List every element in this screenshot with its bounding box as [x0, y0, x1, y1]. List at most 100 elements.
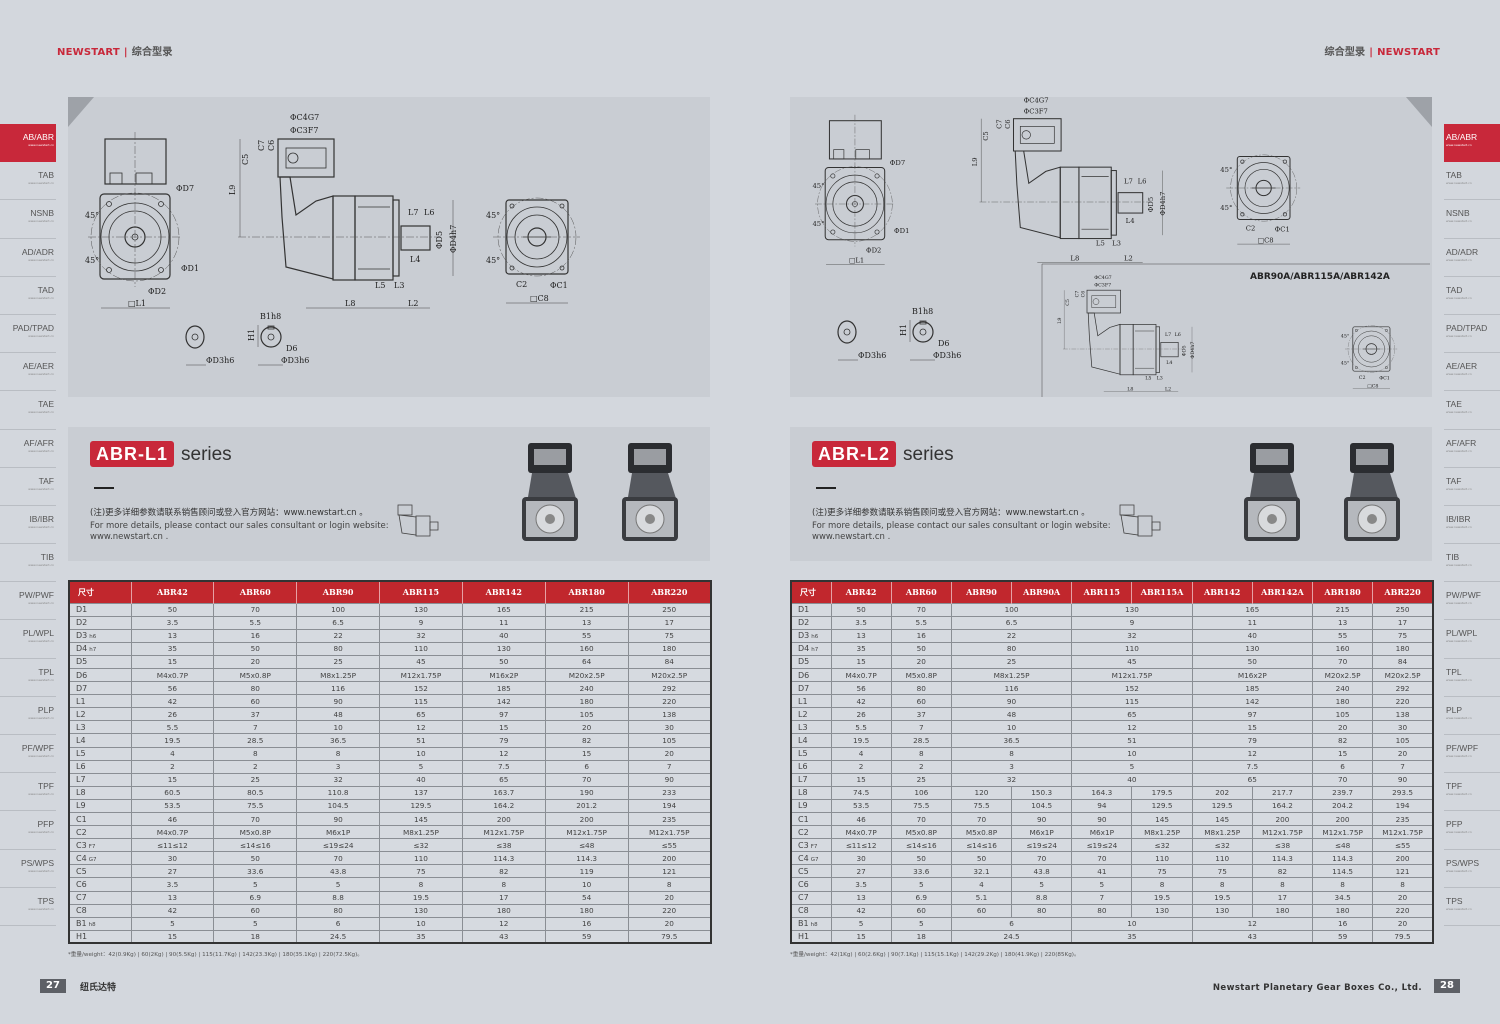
sidebar-tab[interactable]: AD/ADR www.newstart.cn	[1444, 239, 1500, 277]
table-cell: 200	[544, 811, 629, 827]
sidebar-tab[interactable]: AF/AFR www.newstart.cn	[1444, 430, 1500, 468]
sidebar-tab[interactable]: TAF www.newstart.cn	[0, 468, 56, 506]
sidebar-tab[interactable]: PW/PWF www.newstart.cn	[0, 582, 56, 621]
table-cell: 22	[950, 628, 1073, 643]
dimension-drawing: ABR90A/ABR115A/ABR142A ΦD7 45° 45° ΦD1 Φ…	[812, 97, 1432, 397]
table-cell: 2	[830, 759, 892, 774]
front-view-drawing: ΦD7 45° 45° ΦD1 ΦD2 □L1	[85, 132, 199, 309]
table-cell: 8	[1191, 877, 1253, 892]
sidebar-tab[interactable]: AB/ABR www.newstart.cn	[0, 124, 56, 163]
sidebar-tab[interactable]: PS/WPS www.newstart.cn	[1444, 850, 1500, 888]
tab-label: TAD	[1446, 284, 1463, 295]
table-cell: 70	[544, 772, 629, 787]
row-label: B1 h8	[790, 916, 832, 931]
table-cell: 55	[1311, 628, 1374, 643]
tab-url: www.newstart.cn	[1446, 715, 1472, 720]
table-cell: M12x1.75P	[1372, 825, 1434, 840]
table-cell: 9	[1071, 615, 1193, 630]
table-cell: 3	[950, 759, 1073, 774]
sidebar-tab[interactable]: PFP www.newstart.cn	[1444, 811, 1500, 850]
table-cell: 104.5	[296, 798, 381, 814]
sidebar-tab[interactable]: AD/ADR www.newstart.cn	[0, 239, 56, 277]
label-l1: □L1	[128, 299, 146, 308]
table-row: L4 19.5 28.5 36.5 51 79 82 105	[68, 733, 712, 748]
table-cell: 180	[461, 903, 546, 918]
sidebar-tab[interactable]: TAD www.newstart.cn	[1444, 277, 1500, 315]
label-l4: L4	[1166, 360, 1172, 366]
sidebar-tab[interactable]: TPF www.newstart.cn	[0, 773, 56, 812]
table-cell: 32	[1071, 628, 1193, 643]
row-label: D6	[790, 667, 832, 683]
sidebar-tab[interactable]: TPS www.newstart.cn	[0, 888, 56, 926]
sidebar-tab[interactable]: IB/IBR www.newstart.cn	[0, 506, 56, 545]
sidebar-tab[interactable]: TAB www.newstart.cn	[1444, 162, 1500, 201]
sidebar-tab[interactable]: PL/WPL www.newstart.cn	[1444, 620, 1500, 659]
row-label-text: C3	[798, 840, 809, 850]
table-row: H1 15 18 24.5 35 43 59 79.5	[790, 929, 1434, 944]
sidebar-tab[interactable]: TAE www.newstart.cn	[1444, 391, 1500, 430]
sidebar-tab[interactable]: AE/AER www.newstart.cn	[0, 353, 56, 392]
label-d2: ΦD2	[866, 246, 881, 254]
sidebar-tab[interactable]: TAD www.newstart.cn	[0, 277, 56, 315]
table-cell: 12	[1191, 916, 1314, 931]
row-label: L6	[68, 759, 132, 774]
sidebar-tab[interactable]: PF/WPF www.newstart.cn	[1444, 735, 1500, 774]
catalog-title: 综合型录	[1324, 47, 1366, 58]
table-cell: 204.2	[1311, 798, 1374, 814]
sidebar-tab[interactable]: TPL www.newstart.cn	[1444, 659, 1500, 697]
sidebar-tab[interactable]: NSNB www.newstart.cn	[0, 200, 56, 239]
table-cell: 8	[890, 746, 952, 761]
sidebar-tab[interactable]: AF/AFR www.newstart.cn	[0, 430, 56, 468]
sidebar-tab[interactable]: TPL www.newstart.cn	[0, 659, 56, 697]
sidebar-tab[interactable]: PFP www.newstart.cn	[0, 811, 56, 850]
sidebar-tab[interactable]: TIB www.newstart.cn	[0, 544, 56, 583]
table-cell: 116	[950, 681, 1073, 696]
sidebar-tab[interactable]: IB/IBR www.newstart.cn	[1444, 506, 1500, 545]
tab-url: www.newstart.cn	[28, 333, 54, 338]
sidebar-tab[interactable]: PLP www.newstart.cn	[0, 697, 56, 735]
sidebar-tab[interactable]: PLP www.newstart.cn	[1444, 697, 1500, 735]
column-header: ABR115A	[1131, 581, 1193, 603]
tab-label: TIB	[1446, 552, 1460, 563]
row-label-text: C5	[76, 866, 87, 876]
table-cell: M12x1.75P	[1251, 825, 1314, 840]
label-c4: ΦC4G7	[1094, 275, 1112, 281]
sidebar-tab[interactable]: TIB www.newstart.cn	[1444, 544, 1500, 583]
table-row: C5 27 33.6 43.8 75 82 119 121	[68, 864, 712, 879]
table-cell: 20	[627, 746, 712, 761]
table-cell: 7	[890, 720, 952, 735]
table-cell: M12x1.75P	[461, 825, 546, 840]
table-cell: 220	[1372, 903, 1434, 918]
sidebar-tab[interactable]: TAB www.newstart.cn	[0, 162, 56, 201]
table-cell: 70	[1071, 851, 1133, 866]
table-cell: 70	[213, 602, 298, 617]
label-l2: L2	[408, 299, 418, 308]
table-cell: 60	[890, 903, 952, 918]
label-l1: □L1	[849, 257, 864, 265]
table-cell: 6	[950, 916, 1073, 931]
table-cell: ≤38	[1251, 838, 1314, 853]
sidebar-tab[interactable]: PAD/TPAD www.newstart.cn	[1444, 315, 1500, 354]
sidebar-tab[interactable]: PS/WPS www.newstart.cn	[0, 850, 56, 888]
sidebar-tab[interactable]: TPF www.newstart.cn	[1444, 773, 1500, 812]
table-cell: 15	[830, 929, 892, 944]
table-cell: M5x0.8P	[890, 825, 952, 840]
table-cell: 80	[296, 903, 381, 918]
sidebar-tab[interactable]: PF/WPF www.newstart.cn	[0, 735, 56, 774]
sidebar-tab[interactable]: AE/AER www.newstart.cn	[1444, 353, 1500, 392]
sidebar-tab[interactable]: PW/PWF www.newstart.cn	[1444, 582, 1500, 621]
sidebar-tab[interactable]: TPS www.newstart.cn	[1444, 888, 1500, 926]
row-label-text: D6	[76, 670, 88, 680]
row-label: D1	[68, 602, 132, 617]
sidebar-tab[interactable]: AB/ABR www.newstart.cn	[1444, 124, 1500, 163]
tab-url: www.newstart.cn	[28, 563, 54, 568]
table-cell: 10	[950, 720, 1073, 735]
table-cell: 35	[130, 641, 215, 656]
tab-url: www.newstart.cn	[28, 143, 54, 147]
table-row: L3 5.5 7 10 12 15 20 30	[68, 720, 712, 735]
sidebar-tab[interactable]: NSNB www.newstart.cn	[1444, 200, 1500, 239]
sidebar-tab[interactable]: TAE www.newstart.cn	[0, 391, 56, 430]
sidebar-tab[interactable]: PL/WPL www.newstart.cn	[0, 620, 56, 659]
sidebar-tab[interactable]: TAF www.newstart.cn	[1444, 468, 1500, 506]
sidebar-tab[interactable]: PAD/TPAD www.newstart.cn	[0, 315, 56, 354]
